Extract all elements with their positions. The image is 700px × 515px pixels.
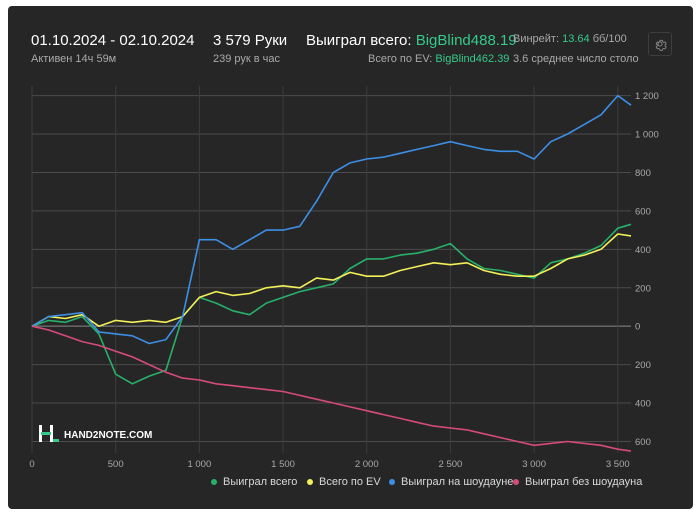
gear-icon xyxy=(655,39,667,51)
legend-dot-icon xyxy=(211,479,217,485)
y-tick-label: 600 xyxy=(635,437,651,448)
series-line-2 xyxy=(31,233,632,328)
active-time: Активен 14ч 59м xyxy=(31,53,117,65)
y-tick-label: 200 xyxy=(635,360,651,371)
x-tick-label: 2 500 xyxy=(439,459,463,470)
x-tick-label: 500 xyxy=(108,459,124,470)
series-line-4 xyxy=(31,325,632,452)
legend-dot-icon xyxy=(513,479,519,485)
settings-button[interactable] xyxy=(648,32,672,56)
legend-item[interactable]: Выиграл на шоудауне xyxy=(389,476,513,488)
y-tick-label: 400 xyxy=(635,245,651,256)
y-tick-label: 1 000 xyxy=(635,130,659,141)
y-tick-label: 200 xyxy=(635,283,651,294)
date-range: 01.10.2024 - 02.10.2024 xyxy=(31,32,195,49)
winrate: Винрейт: 13.64 бб/100 xyxy=(513,33,627,45)
x-tick-label: 3 500 xyxy=(606,459,630,470)
watermark-text: HAND2NOTE.COM xyxy=(64,430,152,441)
hands-per-hour: 239 рук в час xyxy=(213,53,281,65)
x-tick-label: 2 000 xyxy=(355,459,379,470)
hand2note-logo-icon xyxy=(39,425,59,442)
legend-dot-icon xyxy=(389,479,395,485)
chart: 0 500 1 000 1 500 2 000 2 500 3 000 3 500 1 200… xyxy=(29,86,659,470)
won-total: Выиграл всего: BigBlind488.19 xyxy=(306,32,517,49)
series-line-1 xyxy=(31,223,632,385)
legend-label: Всего по EV xyxy=(319,476,381,488)
y-tick-label: 0 xyxy=(635,322,640,333)
winrate-value: 13.64 xyxy=(562,33,590,45)
ev-total-label: Всего по EV: xyxy=(368,53,433,65)
ev-total-value: BigBlind462.39 xyxy=(435,53,510,65)
series-line-3 xyxy=(31,94,632,345)
ev-total: Всего по EV: BigBlind462.39 xyxy=(368,53,509,65)
y-tick-label: 400 xyxy=(635,399,651,410)
y-tick-label: 1 200 xyxy=(635,91,659,102)
legend-item[interactable]: Выиграл без шоудауна xyxy=(513,476,642,488)
won-total-value: BigBlind488.19 xyxy=(415,32,517,49)
won-total-label: Выиграл всего: xyxy=(306,32,412,49)
y-tick-label: 600 xyxy=(635,206,651,217)
x-tick-label: 1 000 xyxy=(187,459,211,470)
graph-panel: 01.10.2024 - 02.10.2024 Активен 14ч 59м … xyxy=(8,6,693,509)
winrate-unit: бб/100 xyxy=(592,33,627,45)
y-tick-label: 800 xyxy=(635,168,651,179)
winrate-label: Винрейт: xyxy=(513,33,560,45)
hands-count: 3 579 Руки xyxy=(213,32,288,49)
legend-label: Выиграл на шоудауне xyxy=(401,476,514,488)
watermark: HAND2NOTE.COM xyxy=(39,425,152,442)
legend-label: Выиграл без шоудауна xyxy=(525,476,643,488)
legend-item[interactable]: Выиграл всего xyxy=(211,476,297,488)
tables-average: 3.6 среднее число столов xyxy=(513,53,639,65)
x-tick-label: 1 500 xyxy=(271,459,295,470)
x-tick-label: 0 xyxy=(29,459,34,470)
legend-label: Выиграл всего xyxy=(223,476,298,488)
legend-dot-icon xyxy=(307,479,313,485)
x-tick-label: 3 000 xyxy=(522,459,546,470)
legend-item[interactable]: Всего по EV xyxy=(307,476,381,488)
